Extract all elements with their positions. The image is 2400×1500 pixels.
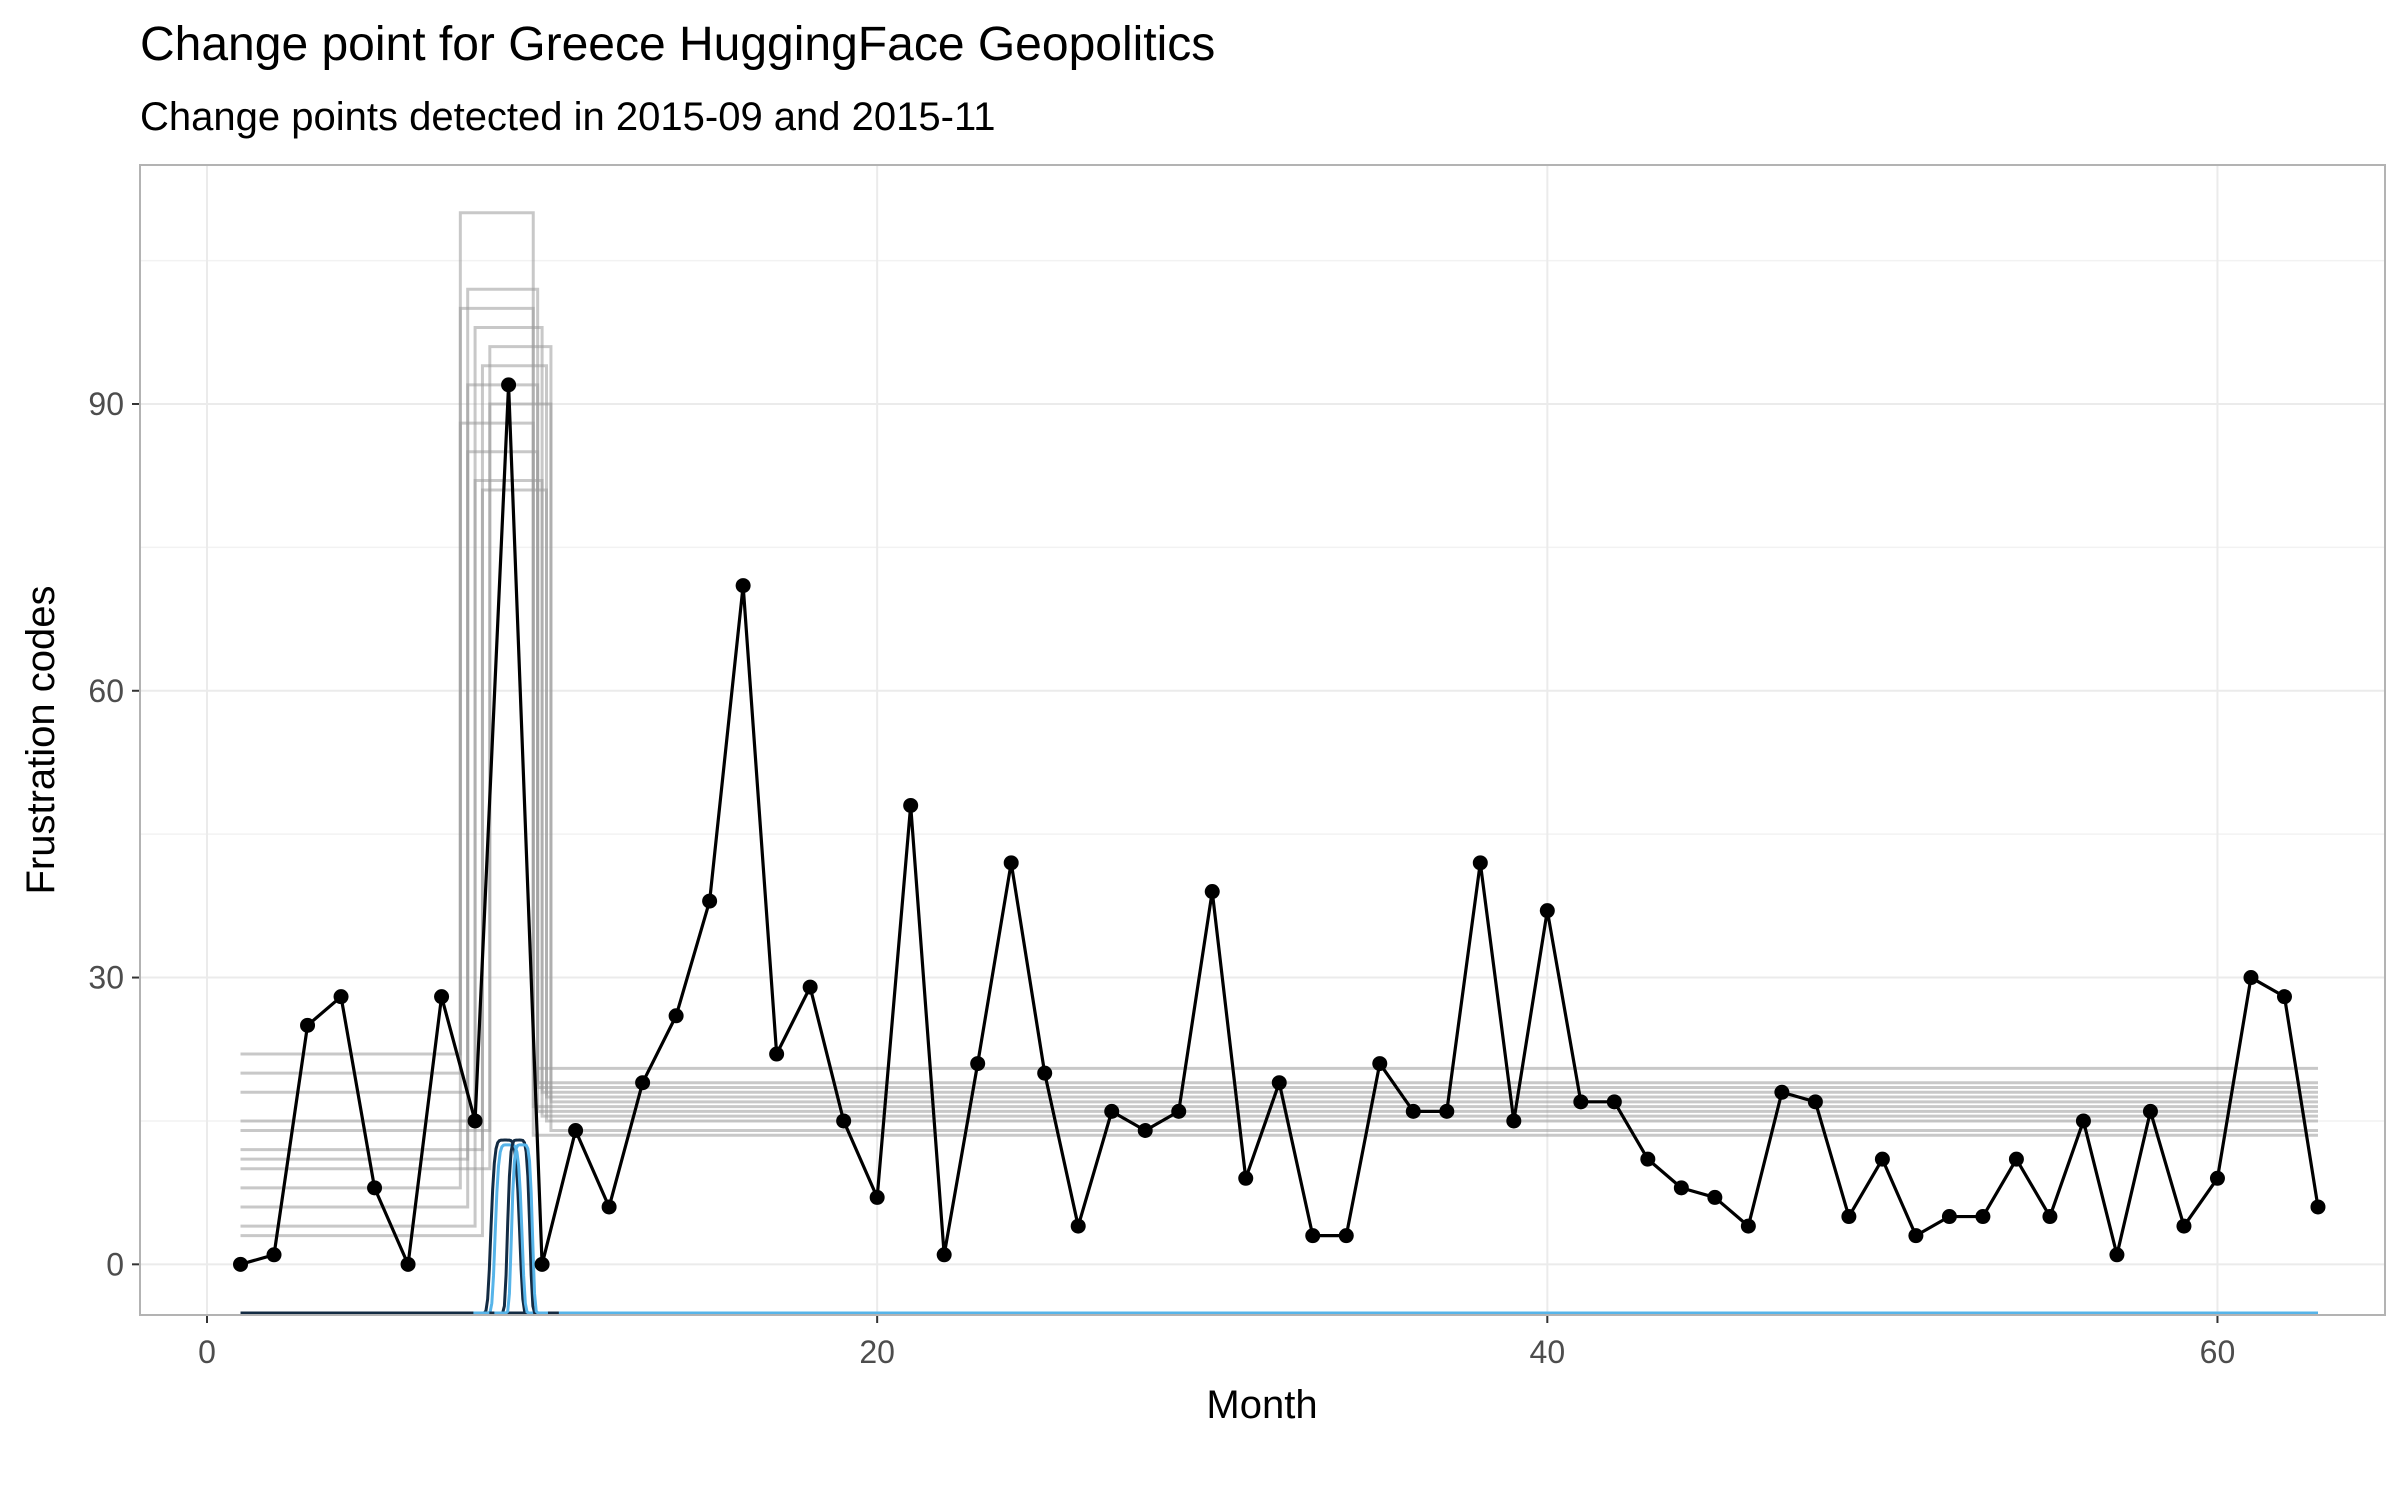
series-point xyxy=(467,1113,483,1129)
series-point xyxy=(434,989,450,1005)
series-point xyxy=(903,797,919,813)
series-point xyxy=(1238,1170,1254,1186)
x-tick-label: 20 xyxy=(859,1334,895,1370)
grid-layer xyxy=(140,165,2385,1315)
series-point xyxy=(668,1008,684,1024)
y-axis-label: Frustration codes xyxy=(19,585,63,894)
regime-step-line xyxy=(240,421,2318,1190)
series-point xyxy=(1070,1218,1086,1234)
regime-step-line xyxy=(240,345,2318,1132)
x-tick-label: 60 xyxy=(2200,1334,2236,1370)
series-point xyxy=(1807,1094,1823,1110)
series-point xyxy=(1171,1103,1187,1119)
series-point xyxy=(1439,1103,1455,1119)
series-point xyxy=(1740,1218,1756,1234)
series-point xyxy=(635,1075,651,1091)
series-point xyxy=(1137,1123,1153,1139)
x-tick-label: 0 xyxy=(198,1334,216,1370)
series-point xyxy=(1037,1065,1053,1081)
regime-step-line xyxy=(240,402,2318,1171)
series-point xyxy=(1305,1228,1321,1244)
posterior-layer xyxy=(240,1138,2318,1315)
series-point xyxy=(2310,1199,2326,1215)
series-layer xyxy=(233,377,2326,1272)
series-point xyxy=(1908,1228,1924,1244)
series-point xyxy=(1941,1209,1957,1225)
posterior-density-curve xyxy=(494,1143,548,1315)
series-point xyxy=(501,377,517,393)
series-point xyxy=(233,1256,249,1272)
panel-border xyxy=(139,164,2386,1316)
series-point xyxy=(1405,1103,1421,1119)
x-axis-label: Month xyxy=(1206,1383,1317,1427)
series-point xyxy=(300,1017,316,1033)
axis-layer: 0 20 40 60 0 30 60 90 xyxy=(88,386,2235,1370)
series-point xyxy=(1204,884,1220,900)
y-tick-label: 60 xyxy=(88,673,124,709)
x-tick-label: 40 xyxy=(1530,1334,1566,1370)
series-point xyxy=(1975,1209,1991,1225)
regime-step-line xyxy=(240,364,2318,1152)
series-point xyxy=(702,893,718,909)
series-point xyxy=(1539,903,1555,919)
series-point xyxy=(1774,1084,1790,1100)
series-point xyxy=(1841,1209,1857,1225)
series-point xyxy=(333,989,349,1005)
posterior-density-curve xyxy=(473,1143,543,1315)
series-point xyxy=(1673,1180,1689,1196)
series-point xyxy=(1606,1094,1622,1110)
y-tick-label: 30 xyxy=(88,960,124,996)
series-point xyxy=(802,979,818,995)
series-point xyxy=(769,1046,785,1062)
series-point xyxy=(936,1247,952,1263)
series-point xyxy=(534,1256,550,1272)
series-point xyxy=(2042,1209,2058,1225)
series-point xyxy=(735,578,751,594)
series-point xyxy=(970,1056,986,1072)
series-point xyxy=(2176,1218,2192,1234)
series-point xyxy=(869,1189,885,1205)
series-point xyxy=(568,1123,584,1139)
series-point xyxy=(1338,1228,1354,1244)
series-point xyxy=(1506,1113,1522,1129)
series-point xyxy=(2243,970,2259,986)
series-point xyxy=(2075,1113,2091,1129)
series-point xyxy=(2276,989,2292,1005)
y-tick-label: 90 xyxy=(88,386,124,422)
series-point xyxy=(1874,1151,1890,1167)
series-point xyxy=(1003,855,1019,871)
y-tick-label: 0 xyxy=(106,1246,124,1282)
series-point xyxy=(1573,1094,1589,1110)
chart-title: Change point for Greece HuggingFace Geop… xyxy=(140,18,1215,71)
series-point xyxy=(1271,1075,1287,1091)
series-point xyxy=(2008,1151,2024,1167)
series-point xyxy=(1372,1056,1388,1072)
series-point xyxy=(601,1199,617,1215)
series-point xyxy=(266,1247,282,1263)
series-point xyxy=(1104,1103,1120,1119)
regime-step-line xyxy=(240,450,2318,1209)
series-point xyxy=(1707,1189,1723,1205)
series-point xyxy=(1472,855,1488,871)
chart-subtitle: Change points detected in 2015-09 and 20… xyxy=(140,95,996,139)
series-point xyxy=(2142,1103,2158,1119)
series-point xyxy=(400,1256,416,1272)
series-point xyxy=(2209,1170,2225,1186)
regime-step-line xyxy=(240,306,2318,1137)
series-point xyxy=(2109,1247,2125,1263)
series-point xyxy=(367,1180,383,1196)
series-point xyxy=(836,1113,852,1129)
series-point xyxy=(1640,1151,1656,1167)
